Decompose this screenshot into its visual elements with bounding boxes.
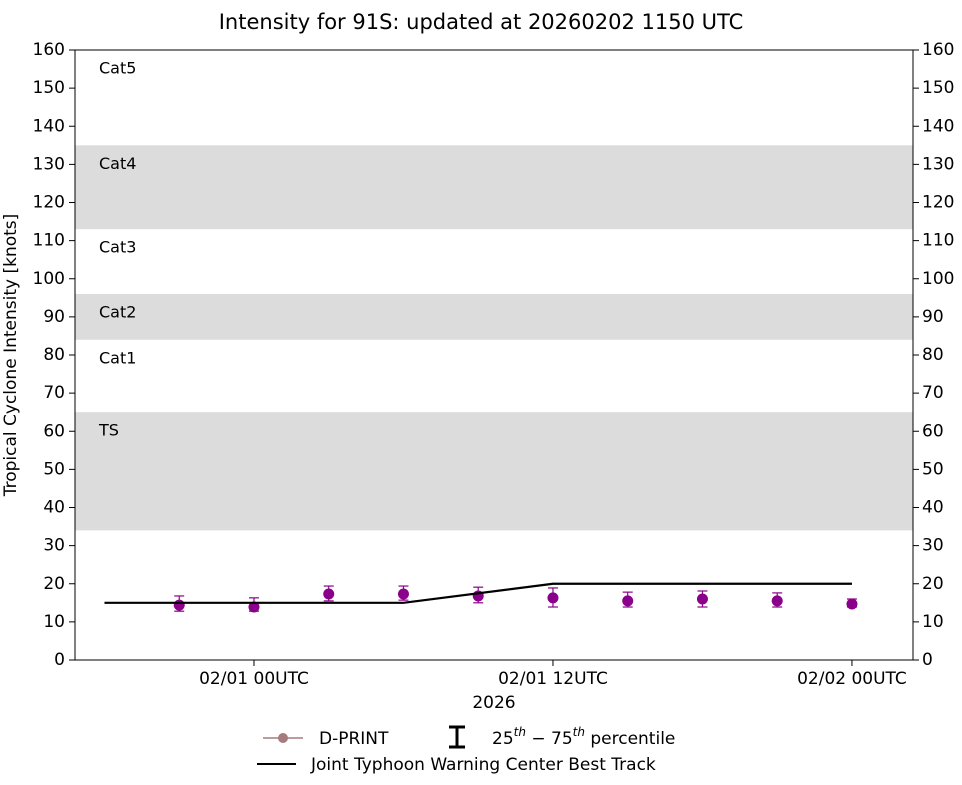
y2-tick-label: 80 — [922, 345, 944, 365]
bands: TS Cat1 Cat2 Cat3 Cat4 Cat5 — [75, 59, 913, 531]
marks — [104, 582, 858, 613]
x-axis-label: 2026 — [472, 693, 515, 713]
y2-tick-label: 140 — [922, 116, 954, 136]
y2-tick-label: 0 — [922, 650, 933, 670]
y2-tick-label: 30 — [922, 536, 944, 556]
dprint-point — [622, 595, 634, 607]
y2-tick-label: 40 — [922, 498, 944, 518]
dprint-point — [696, 593, 708, 605]
y2-tick-label: 70 — [922, 383, 944, 403]
legend-errorbar-icon — [449, 725, 465, 749]
y-tick-label: 140 — [33, 116, 65, 136]
y2-tick-label: 50 — [922, 459, 944, 479]
x-tick-label: 02/01 00UTC — [199, 669, 309, 689]
legend-label: Joint Typhoon Warning Center Best Track — [310, 755, 656, 775]
y-tick-label: 10 — [43, 612, 65, 632]
dprint-point — [323, 588, 335, 600]
y-tick-label: 130 — [33, 154, 65, 174]
y2-tick-label: 100 — [922, 269, 954, 289]
y-tick-label: 20 — [43, 574, 65, 594]
intensity-band — [75, 412, 913, 531]
dprint-point — [248, 601, 260, 613]
y-tick-label: 70 — [43, 383, 65, 403]
legend-superscript: th — [514, 725, 526, 739]
dprint-point — [397, 588, 409, 600]
band-label: Cat2 — [99, 303, 136, 322]
legend-marker — [278, 733, 288, 743]
y-tick-label: 60 — [43, 421, 65, 441]
y-tick-label: 90 — [43, 307, 65, 327]
band-label: Cat5 — [99, 59, 136, 78]
dprint-point — [846, 598, 858, 610]
y-tick-label: 160 — [33, 40, 65, 60]
y-tick-label: 150 — [33, 78, 65, 98]
x-tick-label: 02/01 12UTC — [498, 669, 608, 689]
dprint-point — [173, 599, 185, 611]
y-tick-label: 100 — [33, 269, 65, 289]
x-tick-label: 02/02 00UTC — [797, 669, 907, 689]
legend-superscript: th — [573, 725, 585, 739]
band-label: Cat1 — [99, 348, 136, 367]
best-track-line — [104, 582, 852, 604]
intensity-band — [75, 294, 913, 340]
y-tick-label: 120 — [33, 193, 65, 213]
legend-text: − 75 — [526, 729, 573, 749]
band-label: Cat4 — [99, 154, 136, 173]
legend-label: 25th − 75th percentile — [492, 725, 675, 750]
y2-tick-label: 60 — [922, 421, 944, 441]
chart-title: Intensity for 91S: updated at 20260202 1… — [219, 10, 744, 34]
y-tick-label: 50 — [43, 459, 65, 479]
band-label: Cat3 — [99, 238, 136, 257]
y-tick-label: 80 — [43, 345, 65, 365]
intensity-band — [75, 145, 913, 230]
dprint-point — [771, 595, 783, 607]
y-tick-label: 40 — [43, 498, 65, 518]
legend-text: 25 — [492, 729, 514, 749]
plot-frame — [74, 49, 914, 661]
y-tick-label: 110 — [33, 231, 65, 251]
y2-tick-label: 110 — [922, 231, 954, 251]
y-tick-label: 0 — [54, 650, 65, 670]
dprint-point — [547, 592, 559, 604]
y-tick-label: 30 — [43, 536, 65, 556]
legend-text: percentile — [585, 729, 675, 749]
band-label: TS — [98, 421, 119, 440]
legend-label: D-PRINT — [319, 729, 389, 749]
legend: D-PRINT 25th − 75th percentile Joint Typ… — [257, 725, 675, 775]
y2-tick-label: 160 — [922, 40, 954, 60]
y2-tick-label: 130 — [922, 154, 954, 174]
y2-tick-label: 10 — [922, 612, 944, 632]
y2-tick-label: 120 — [922, 193, 954, 213]
y-axis-label: Tropical Cyclone Intensity [knots] — [1, 214, 21, 498]
y2-tick-label: 150 — [922, 78, 954, 98]
y2-tick-label: 90 — [922, 307, 944, 327]
y2-tick-label: 20 — [922, 574, 944, 594]
